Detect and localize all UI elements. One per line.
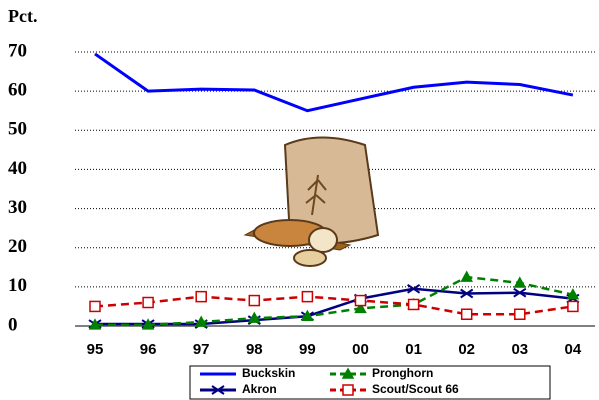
point [194,315,208,327]
legend-label: Scout/Scout 66 [372,382,459,396]
y-tick-label: 0 [8,314,18,335]
point [301,309,314,321]
legend-marker [211,385,225,395]
y-tick-label: 10 [8,275,27,296]
series [88,283,580,329]
x-tick-label: 02 [458,341,475,358]
point [301,290,314,303]
y-tick-label: 50 [8,119,27,140]
point [248,294,261,307]
x-tick-label: 96 [140,341,157,358]
x-tick-label: 00 [352,341,369,358]
legend-marker [341,367,355,379]
y-tick-label: 30 [8,197,27,218]
bread-illustration [243,136,380,267]
line [94,295,574,316]
point [514,308,526,321]
x-tick-label: 99 [299,341,316,358]
point [567,300,579,313]
y-tick-label: 20 [8,236,27,257]
x-tick-label: 03 [511,341,528,358]
point [460,270,473,282]
y-axis-title: Pct. [8,6,37,26]
x-tick-label: 98 [246,341,263,358]
line [95,287,574,326]
point [513,287,527,298]
point [407,283,421,294]
point [460,288,474,299]
point [460,308,473,321]
legend-label: Buckskin [242,366,295,380]
x-tick-label: 01 [405,341,422,358]
y-tick-label: 40 [8,158,27,179]
point [141,318,155,330]
y-tick-label: 60 [8,80,27,101]
point [354,294,367,307]
point [89,300,101,313]
point [354,301,367,314]
legend-box [189,365,551,400]
point [88,318,102,330]
x-tick-label: 97 [193,341,210,358]
point [195,290,207,303]
legend-marker [342,384,354,396]
series [94,52,574,113]
y-tick-label: 70 [8,40,27,61]
line [94,52,574,113]
legend-label: Pronghorn [372,366,433,380]
x-tick-label: 95 [87,341,104,358]
legend-label: Akron [242,382,277,396]
x-tick-label: 04 [565,341,582,358]
point [248,311,261,323]
series [88,270,580,330]
series [89,290,579,321]
point [142,296,154,309]
point [513,276,527,288]
point [407,298,420,311]
point [566,288,580,300]
line [95,275,574,327]
